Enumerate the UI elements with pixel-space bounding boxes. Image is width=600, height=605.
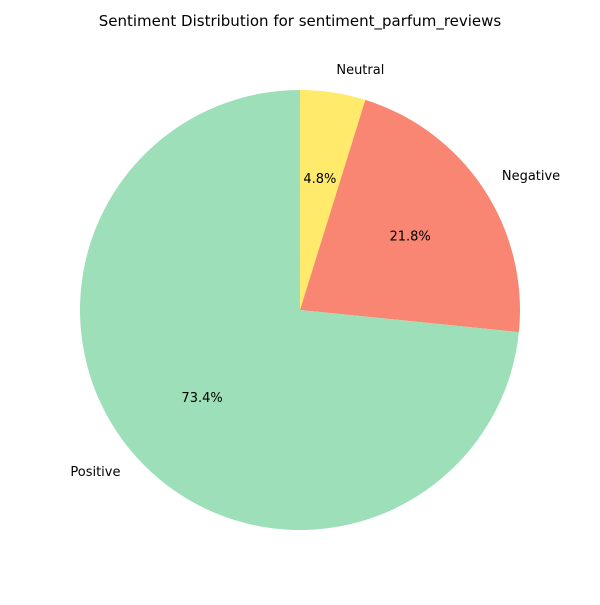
pie-slice-negative <box>300 99 520 333</box>
pie-slices <box>79 90 520 530</box>
slice-label-positive: Positive <box>70 465 120 480</box>
pie-labels: Neutral 4.8% Negative 21.8% Positive 73.4% <box>70 63 560 480</box>
chart-title: Sentiment Distribution for sentiment_par… <box>99 12 502 31</box>
slice-percent-neutral: 4.8% <box>303 172 336 187</box>
slice-percent-positive: 73.4% <box>181 391 222 406</box>
slice-percent-negative: 21.8% <box>389 230 430 245</box>
pie-slice-neutral <box>300 90 366 310</box>
slice-label-negative: Negative <box>502 169 560 184</box>
pie-slice-positive <box>79 90 519 530</box>
slice-label-neutral: Neutral <box>336 63 384 78</box>
